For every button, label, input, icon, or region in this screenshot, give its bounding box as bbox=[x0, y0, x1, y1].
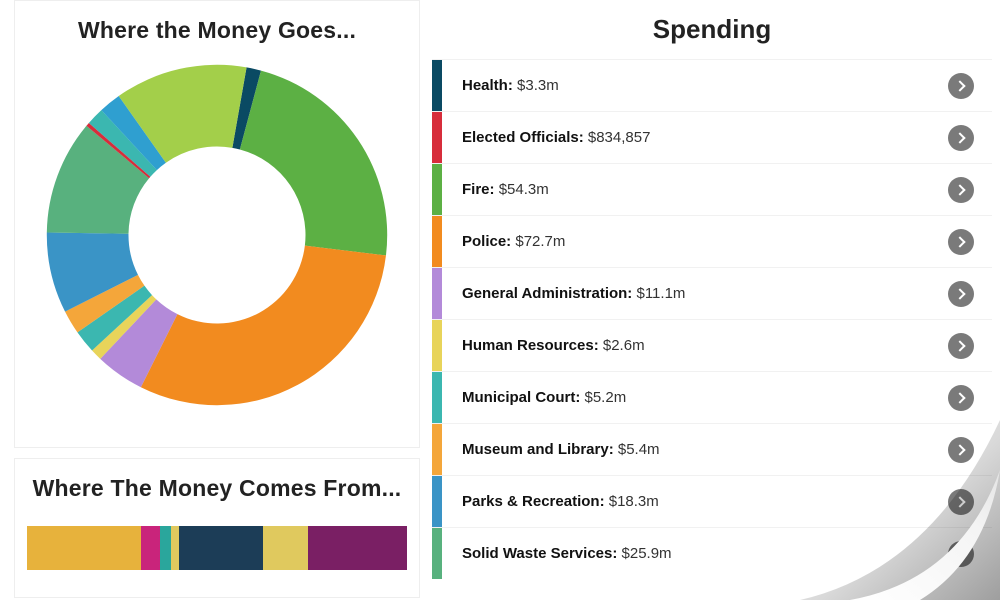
chevron-right-icon[interactable] bbox=[948, 73, 974, 99]
spending-name: Municipal Court: bbox=[462, 389, 585, 406]
category-swatch bbox=[432, 164, 442, 215]
revenue-segment[interactable] bbox=[160, 526, 171, 570]
spending-name: Museum and Library: bbox=[462, 441, 618, 458]
category-swatch bbox=[432, 268, 442, 319]
spending-row[interactable]: Health: $3.3m bbox=[432, 59, 992, 111]
chevron-right-icon[interactable] bbox=[948, 333, 974, 359]
title-where-money-comes-from: Where The Money Comes From... bbox=[27, 475, 407, 502]
category-swatch bbox=[432, 216, 442, 267]
spending-value: $5.2m bbox=[585, 389, 627, 406]
right-column: Spending Health: $3.3m Elected Officials:… bbox=[432, 0, 992, 600]
chevron-right-icon[interactable] bbox=[948, 177, 974, 203]
spending-row[interactable]: Elected Officials: $834,857 bbox=[432, 111, 992, 163]
spending-row[interactable]: Human Resources: $2.6m bbox=[432, 319, 992, 371]
donut-slice[interactable] bbox=[141, 246, 386, 406]
chevron-right-icon[interactable] bbox=[948, 229, 974, 255]
spending-row[interactable]: Solid Waste Services: $25.9m bbox=[432, 527, 992, 579]
panel-where-money-goes: Where the Money Goes... bbox=[14, 0, 420, 448]
category-swatch bbox=[432, 60, 442, 111]
spending-name: General Administration: bbox=[462, 285, 636, 302]
spending-value: $834,857 bbox=[588, 129, 651, 146]
category-swatch bbox=[432, 424, 442, 475]
spending-value: $25.9m bbox=[622, 545, 672, 562]
spending-name: Health: bbox=[462, 77, 517, 94]
revenue-segment[interactable] bbox=[263, 526, 309, 570]
donut-slice[interactable] bbox=[240, 71, 387, 256]
spending-row[interactable]: Museum and Library: $5.4m bbox=[432, 423, 992, 475]
revenue-segment[interactable] bbox=[141, 526, 160, 570]
spending-label: Health: $3.3m bbox=[442, 77, 948, 94]
spending-label: Elected Officials: $834,857 bbox=[442, 129, 948, 146]
title-spending: Spending bbox=[432, 0, 992, 59]
spending-label: Museum and Library: $5.4m bbox=[442, 441, 948, 458]
donut-chart-container bbox=[27, 50, 407, 420]
spending-list: Health: $3.3m Elected Officials: $834,857… bbox=[432, 59, 992, 579]
revenue-segment[interactable] bbox=[171, 526, 179, 570]
chevron-right-icon[interactable] bbox=[948, 437, 974, 463]
spending-label: General Administration: $11.1m bbox=[442, 285, 948, 302]
revenue-bar[interactable] bbox=[27, 526, 407, 570]
left-column: Where the Money Goes... Where The Money … bbox=[14, 0, 420, 600]
spending-row[interactable]: Fire: $54.3m bbox=[432, 163, 992, 215]
category-swatch bbox=[432, 320, 442, 371]
title-where-money-goes: Where the Money Goes... bbox=[27, 17, 407, 44]
spending-row[interactable]: Parks & Recreation: $18.3m bbox=[432, 475, 992, 527]
category-swatch bbox=[432, 112, 442, 163]
spending-value: $18.3m bbox=[609, 493, 659, 510]
spending-row[interactable]: General Administration: $11.1m bbox=[432, 267, 992, 319]
revenue-segment[interactable] bbox=[27, 526, 141, 570]
chevron-right-icon[interactable] bbox=[948, 385, 974, 411]
spending-row[interactable]: Police: $72.7m bbox=[432, 215, 992, 267]
spending-label: Police: $72.7m bbox=[442, 233, 948, 250]
spending-label: Solid Waste Services: $25.9m bbox=[442, 545, 948, 562]
spending-label: Fire: $54.3m bbox=[442, 181, 948, 198]
donut-chart[interactable] bbox=[32, 50, 402, 420]
spending-value: $5.4m bbox=[618, 441, 660, 458]
spending-name: Solid Waste Services: bbox=[462, 545, 622, 562]
category-swatch bbox=[432, 372, 442, 423]
panel-where-money-comes-from: Where The Money Comes From... bbox=[14, 458, 420, 598]
spending-name: Parks & Recreation: bbox=[462, 493, 609, 510]
spending-value: $2.6m bbox=[603, 337, 645, 354]
spending-label: Human Resources: $2.6m bbox=[442, 337, 948, 354]
chevron-right-icon[interactable] bbox=[948, 541, 974, 567]
chevron-right-icon[interactable] bbox=[948, 125, 974, 151]
category-swatch bbox=[432, 476, 442, 527]
chevron-right-icon[interactable] bbox=[948, 281, 974, 307]
spending-name: Elected Officials: bbox=[462, 129, 588, 146]
spending-row[interactable]: Municipal Court: $5.2m bbox=[432, 371, 992, 423]
spending-value: $72.7m bbox=[515, 233, 565, 250]
revenue-segment[interactable] bbox=[308, 526, 407, 570]
dashboard: Where the Money Goes... Where The Money … bbox=[0, 0, 1000, 600]
revenue-bar-container bbox=[27, 508, 407, 570]
spending-value: $3.3m bbox=[517, 77, 559, 94]
category-swatch bbox=[432, 528, 442, 579]
spending-label: Parks & Recreation: $18.3m bbox=[442, 493, 948, 510]
spending-name: Human Resources: bbox=[462, 337, 603, 354]
spending-name: Police: bbox=[462, 233, 515, 250]
spending-name: Fire: bbox=[462, 181, 499, 198]
spending-value: $11.1m bbox=[636, 285, 685, 302]
spending-label: Municipal Court: $5.2m bbox=[442, 389, 948, 406]
spending-value: $54.3m bbox=[499, 181, 549, 198]
revenue-segment[interactable] bbox=[179, 526, 263, 570]
chevron-right-icon[interactable] bbox=[948, 489, 974, 515]
